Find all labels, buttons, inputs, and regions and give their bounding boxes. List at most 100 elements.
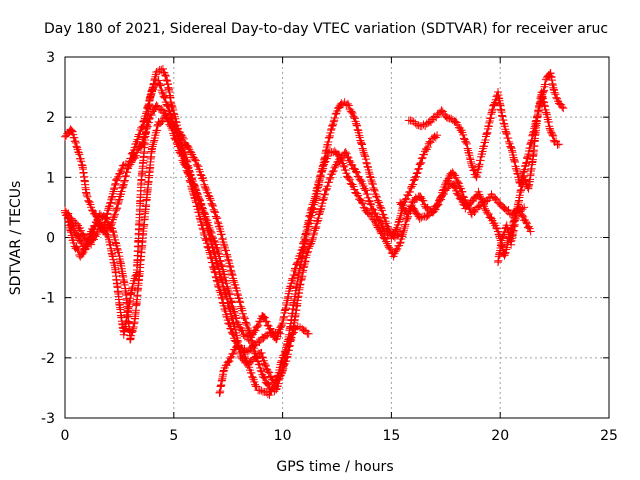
data-point [362,186,371,195]
data-point [398,201,407,210]
data-point [106,199,115,208]
data-point [206,253,215,262]
data-point [280,347,289,356]
data-point [130,152,139,161]
data-point [159,92,168,101]
data-point [215,252,224,261]
data-point [309,230,318,239]
data-point [451,183,460,192]
data-point [162,75,171,84]
data-point [261,360,270,369]
data-point [290,271,299,280]
data-point [223,284,232,293]
data-point [315,177,324,186]
data-point [191,184,200,193]
data-point [225,289,234,298]
data-point [217,230,226,239]
data-point [266,324,275,333]
data-point [304,216,313,225]
data-point [276,360,285,369]
data-point [101,213,110,222]
data-point [199,225,208,234]
data-point [220,241,229,250]
data-point [240,314,249,323]
data-point [269,383,278,392]
data-point [452,189,461,198]
data-point [280,351,289,360]
data-point [237,326,246,335]
data-point [210,267,219,276]
data-point [136,142,145,151]
data-point [289,328,298,337]
data-point [401,195,410,204]
data-point [86,234,95,243]
data-point [175,134,184,143]
data-point [132,148,141,157]
data-point [118,184,127,193]
data-point [178,142,187,151]
series-satellite-track-g [494,88,563,267]
data-point [213,277,222,286]
data-point [279,364,288,373]
data-point [141,129,150,138]
data-point [149,80,158,89]
data-point [435,196,444,205]
data-point [86,236,95,245]
data-point [291,264,300,273]
data-point [257,348,266,357]
data-point [514,206,523,215]
data-point [170,112,179,121]
x-tick-label: 20 [491,428,509,444]
data-point [504,134,513,143]
data-point [226,266,235,275]
data-point [416,159,425,168]
data-point [353,189,362,198]
data-point [72,243,81,252]
data-point [169,106,178,115]
data-point [185,166,194,175]
data-point [177,138,186,147]
data-point [450,182,459,191]
data-point [390,249,399,258]
data-point [265,368,274,377]
data-point [439,190,448,199]
data-point [273,332,282,341]
data-point [190,180,199,189]
data-point [372,221,381,230]
data-point [208,202,217,211]
data-point [212,276,221,285]
data-point [359,146,368,155]
data-point [363,190,372,199]
data-point [121,172,130,181]
data-point [495,232,504,241]
data-point [114,196,123,205]
chart-title: Day 180 of 2021, Sidereal Day-to-day VTE… [44,21,608,37]
data-point [398,232,407,241]
data-point [316,172,325,181]
data-point [335,151,344,160]
data-point [251,380,260,389]
data-point [324,138,333,147]
data-point [318,166,327,175]
data-point [126,160,135,169]
data-point [421,144,430,153]
data-point [211,240,220,249]
data-point [323,182,332,191]
data-point [108,215,117,224]
data-point [281,347,290,356]
data-point [496,234,505,243]
data-point [242,319,251,328]
data-point [312,186,321,195]
data-point [520,203,529,212]
data-point [387,234,396,243]
data-point [258,353,267,362]
data-point [311,189,320,198]
data-point [200,180,209,189]
data-point [234,320,243,329]
data-point [109,185,118,194]
data-point [249,328,258,337]
data-point [319,164,328,173]
data-point [362,158,371,167]
data-point [139,117,148,126]
data-point [147,111,156,120]
